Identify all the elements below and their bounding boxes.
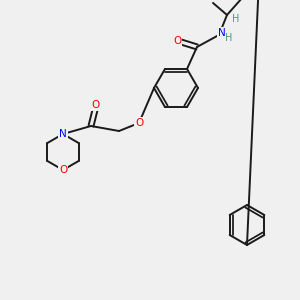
Text: O: O [91, 100, 99, 110]
Text: N: N [218, 28, 226, 38]
Text: O: O [59, 165, 67, 175]
Text: H: H [225, 33, 233, 43]
Text: H: H [232, 14, 240, 24]
Text: O: O [173, 36, 181, 46]
Text: O: O [135, 118, 143, 128]
Text: N: N [59, 129, 67, 139]
